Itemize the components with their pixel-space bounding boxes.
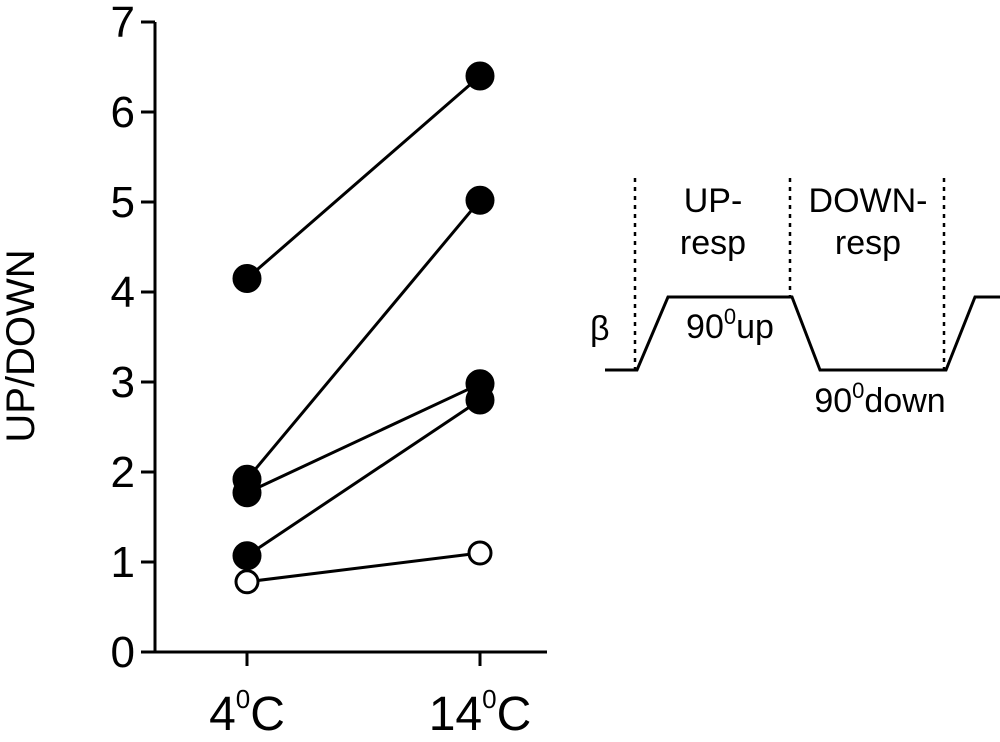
y-tick-label: 6 [111,88,135,137]
filled-data-point [232,541,262,571]
x-category-label: 40C [209,684,285,741]
down-position-sup: 0 [852,378,864,403]
down-position-word: down [864,382,945,420]
open-data-point [234,569,260,595]
y-tick-label: 1 [111,538,135,587]
x-ticks: 40C 140C [209,652,531,741]
x-category-unit: C [497,688,532,741]
x-category-sup: 0 [236,684,250,714]
filled-data-point [465,385,495,415]
up-position-word: up [736,308,774,346]
y-tick-label: 5 [111,178,135,227]
x-category-unit: C [250,688,285,741]
y-tick-label: 0 [111,628,135,677]
series-line [246,398,481,557]
y-ticks: 0 1 2 3 4 5 6 7 [111,0,155,677]
up-position-label: 900up [686,304,774,346]
beta-trace [605,295,1000,372]
down-position-label: 900down [814,378,945,420]
y-tick-label: 4 [111,268,135,317]
y-tick-label: 3 [111,358,135,407]
up-position-num: 90 [686,308,724,346]
data-points [232,61,495,595]
down-resp-label-line2: resp [835,224,901,262]
filled-data-point [232,264,262,293]
x-category-base: 14 [429,688,482,741]
series-line [245,199,482,481]
series-lines [245,74,482,584]
x-category-sup: 0 [482,684,496,714]
up-resp-label-line2: resp [680,224,746,262]
y-tick-label: 2 [111,448,135,497]
x-category-label: 140C [429,684,532,741]
down-position-num: 90 [814,382,852,420]
y-axis-label: UP/DOWN [0,249,43,442]
x-category-base: 4 [209,688,236,741]
series-line [246,74,481,280]
beta-symbol: β [590,310,610,348]
up-resp-label-line1: UP- [684,182,743,220]
open-data-point [467,540,493,566]
filled-data-point [232,478,262,508]
y-tick-label: 7 [111,0,135,47]
filled-data-point [465,61,495,91]
series-line [246,551,481,584]
series-line [246,382,481,495]
filled-data-point [465,185,495,215]
stimulus-diagram: β UP- resp DOWN- resp 900up 900down [590,178,1000,420]
down-resp-label-line1: DOWN- [809,182,928,220]
up-position-sup: 0 [724,304,736,329]
